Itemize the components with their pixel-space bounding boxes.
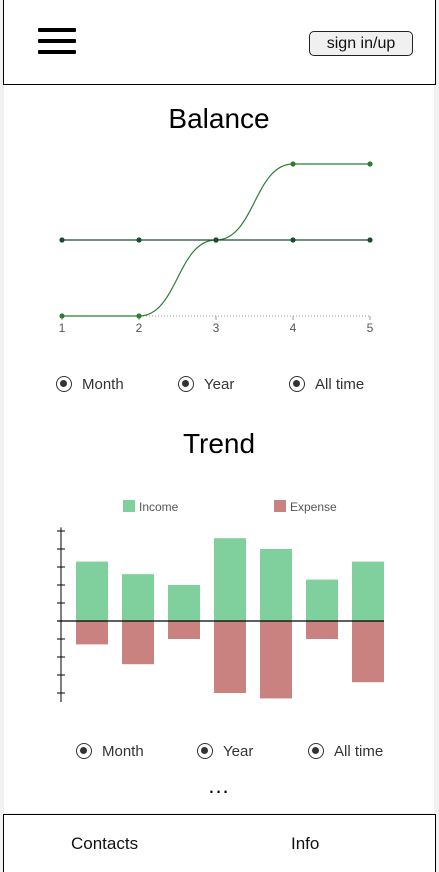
- bar-expense: [260, 621, 292, 699]
- trend-range-selector: Month Year All time: [4, 740, 434, 762]
- radio-icon: [178, 376, 194, 392]
- bar-income: [122, 574, 154, 621]
- x-tick-label: 3: [213, 321, 220, 335]
- bar-income: [260, 549, 292, 621]
- bottom-nav: Contacts Info: [3, 814, 436, 872]
- data-point: [367, 237, 373, 243]
- data-point: [136, 313, 142, 319]
- contacts-link[interactable]: Contacts: [71, 834, 139, 853]
- radio-label: Year: [204, 375, 235, 393]
- bar-income: [352, 561, 384, 621]
- radio-icon: [289, 376, 305, 392]
- radio-icon: [197, 743, 213, 759]
- bar-expense: [306, 621, 338, 639]
- radio-label: Month: [82, 375, 124, 393]
- radio-label: Month: [102, 742, 144, 760]
- legend-label-income: Income: [139, 500, 179, 514]
- radio-icon: [76, 743, 92, 759]
- menu-line: [38, 50, 76, 54]
- radio-icon: [56, 376, 72, 392]
- trend-chart: Income Expense: [57, 500, 384, 702]
- radio-label: All time: [334, 742, 384, 760]
- data-point: [59, 237, 65, 243]
- bar-income: [214, 538, 246, 621]
- balance-radio-all-time[interactable]: All time: [289, 373, 364, 395]
- balance-title: Balance: [168, 103, 270, 134]
- trend-radio-all-time[interactable]: All time: [308, 740, 383, 762]
- balance-radio-year[interactable]: Year: [178, 373, 234, 395]
- bar-expense: [76, 621, 108, 645]
- bar-expense: [214, 621, 246, 693]
- legend-swatch-expense: [274, 500, 286, 512]
- x-tick-label: 1: [59, 321, 66, 335]
- info-link[interactable]: Info: [291, 834, 320, 853]
- menu-line: [38, 39, 76, 43]
- bar-income: [76, 561, 108, 621]
- x-tick-label: 4: [290, 321, 297, 335]
- bar-income: [168, 585, 200, 621]
- x-tick-label: 5: [367, 321, 374, 335]
- data-point: [136, 237, 142, 243]
- x-tick-label: 2: [136, 321, 143, 335]
- legend-label-expense: Expense: [290, 500, 337, 514]
- bar-expense: [168, 621, 200, 639]
- data-point: [290, 237, 296, 243]
- trend-radio-month[interactable]: Month: [76, 740, 144, 762]
- balance-chart: 1 2 3 4 5: [59, 161, 374, 335]
- radio-label: Year: [223, 742, 254, 760]
- bar-income: [306, 579, 338, 621]
- trend-title: Trend: [182, 428, 256, 459]
- radio-label: All time: [315, 375, 365, 393]
- balance-range-selector: Month Year All time: [4, 373, 434, 395]
- trend-radio-year[interactable]: Year: [197, 740, 253, 762]
- menu-line: [38, 28, 76, 32]
- radio-icon: [308, 743, 324, 759]
- data-point: [213, 237, 219, 243]
- bar-expense: [122, 621, 154, 665]
- data-point: [59, 313, 65, 319]
- bar-expense: [352, 621, 384, 683]
- data-point: [367, 161, 373, 167]
- data-point: [290, 161, 296, 167]
- sign-in-button[interactable]: sign in/up: [309, 31, 413, 56]
- more-indicator[interactable]: ...: [208, 773, 230, 798]
- legend-swatch-income: [123, 500, 135, 512]
- balance-radio-month[interactable]: Month: [56, 373, 124, 395]
- hamburger-menu-icon[interactable]: [38, 28, 76, 58]
- top-bar: sign in/up: [3, 0, 436, 85]
